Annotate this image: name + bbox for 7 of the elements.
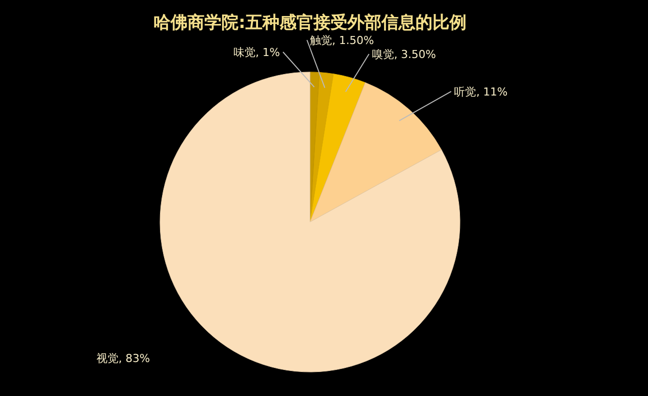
slice-label: 触觉, 1.50%	[310, 34, 374, 47]
slice-label: 听觉, 11%	[454, 85, 508, 98]
slice-label: 味觉, 1%	[234, 46, 280, 59]
pie-slice	[310, 82, 442, 222]
slice-label: 视觉, 83%	[96, 352, 150, 365]
slice-label: 嗅觉, 3.50%	[372, 48, 436, 61]
chart-title: 哈佛商学院:五种感官接受外部信息的比例	[154, 13, 466, 33]
